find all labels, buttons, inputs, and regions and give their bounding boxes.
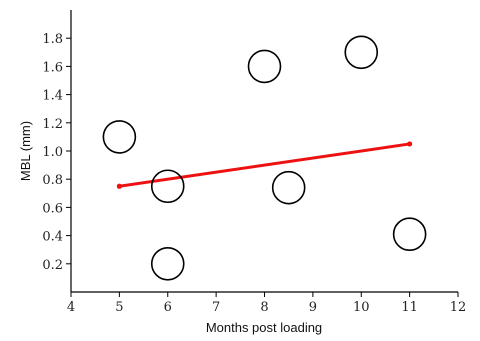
x-axis-ticks: 4 5 6 7 8 9 10 11 12 <box>67 292 466 315</box>
x-tick-label: 4 <box>67 300 75 315</box>
data-point <box>247 49 282 84</box>
y-tick-label: 1.0 <box>42 145 63 160</box>
y-tick-label: 0.6 <box>42 201 63 216</box>
y-tick-label: 0.8 <box>42 173 63 188</box>
data-point <box>344 35 379 70</box>
data-point <box>102 120 137 154</box>
x-tick-label: 11 <box>401 300 418 315</box>
points-layer <box>102 35 427 281</box>
x-tick-label: 12 <box>450 300 467 315</box>
trendline-layer <box>116 141 413 189</box>
data-point <box>150 169 185 204</box>
data-point <box>392 217 427 251</box>
y-tick-label: 1.2 <box>42 117 63 132</box>
y-tick-label: 1.8 <box>42 32 63 47</box>
x-tick-label: 8 <box>260 300 268 315</box>
y-tick-label: 1.6 <box>42 60 63 75</box>
y-axis-ticks: 0.2 0.4 0.6 0.8 1.0 1.2 1.4 1.6 1.8 <box>42 32 71 273</box>
trendline <box>117 142 412 188</box>
x-tick-label: 9 <box>309 300 317 315</box>
data-point <box>150 246 185 281</box>
x-tick-label: 7 <box>212 300 220 315</box>
y-tick-label: 1.4 <box>42 89 63 104</box>
y-axis-title: MBL (mm) <box>18 121 33 181</box>
x-tick-label: 10 <box>353 300 370 315</box>
trendline-endpoint <box>407 141 413 147</box>
data-point <box>271 170 306 205</box>
y-tick-label: 0.4 <box>42 230 63 245</box>
x-tick-label: 5 <box>115 300 123 315</box>
x-tick-label: 6 <box>164 300 172 315</box>
trendline-endpoint <box>116 183 122 189</box>
y-tick-label: 0.2 <box>42 258 63 273</box>
x-axis-title: Months post loading <box>206 320 322 335</box>
